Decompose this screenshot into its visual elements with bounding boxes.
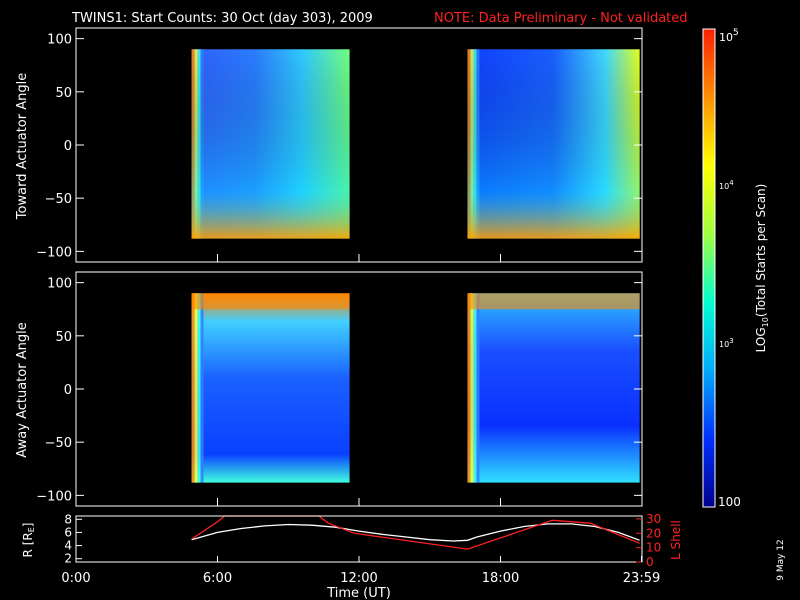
colorbar-label: LOG10(Total Starts per Scan) xyxy=(754,184,770,353)
away-block-1-top-band xyxy=(191,293,350,310)
r-axis-label: R [RE] xyxy=(21,523,36,558)
l-shell-series-line xyxy=(191,515,640,550)
toward-block-1-shade xyxy=(191,49,350,239)
l-shell-axis-label: L Shell xyxy=(669,520,683,560)
r-series-line xyxy=(191,523,640,542)
colorbar-strip xyxy=(702,28,716,508)
xtick-label: 18:00 xyxy=(482,571,519,586)
r-ytick-label: 6 xyxy=(64,525,72,539)
xtick-label: 0:00 xyxy=(61,571,90,586)
l-shell-ytick-label: 30 xyxy=(646,512,661,526)
away-block-2-edge-stripe xyxy=(470,293,474,483)
colorbar: 105 104 103 100 LOG10(Total Starts per S… xyxy=(702,28,770,509)
away-block-2-edge-stripe xyxy=(467,293,471,483)
l-shell-ytick-label: 20 xyxy=(646,526,661,540)
colorbar-tick-1e4: 104 xyxy=(719,179,734,191)
away-ytick-label: −100 xyxy=(36,489,72,504)
away-heatmap-block-2 xyxy=(467,293,640,483)
toward-ytick-label: −50 xyxy=(45,192,72,207)
toward-ytick-label: 50 xyxy=(55,86,72,101)
xtick-label: 6:00 xyxy=(203,571,232,586)
toward-y-axis-label: Toward Actuator Angle xyxy=(15,73,30,220)
l-shell-ytick-label: 0 xyxy=(646,555,654,569)
toward-ytick-label: −100 xyxy=(36,245,72,260)
xtick-label: 12:00 xyxy=(340,571,377,586)
away-block-1-edge-stripe xyxy=(194,293,198,483)
away-block-2-top-band xyxy=(467,293,640,310)
away-ytick-label: 100 xyxy=(47,277,72,292)
away-heatmap-block-1 xyxy=(191,293,350,483)
colorbar-tick-1e5: 105 xyxy=(719,28,739,44)
r-ytick-label: 8 xyxy=(64,512,72,526)
toward-block-2-shade xyxy=(467,49,640,239)
toward-ytick-label: 0 xyxy=(64,139,72,154)
r-ytick-label: 4 xyxy=(64,539,72,553)
chart-title: TWINS1: Start Counts: 30 Oct (day 303), … xyxy=(71,11,373,26)
away-ytick-label: 50 xyxy=(55,330,72,345)
toward-panel: 100 50 0 −50 −100 Toward Actuator Angle xyxy=(15,27,643,263)
r-ytick-label: 2 xyxy=(64,552,72,566)
orbit-panel-frame xyxy=(75,515,643,563)
l-shell-ytick-label: 10 xyxy=(646,541,661,555)
away-ytick-label: −50 xyxy=(45,436,72,451)
away-block-1-edge-stripe xyxy=(197,293,201,483)
away-block-1-edge-stripe xyxy=(200,293,204,483)
away-panel: 100 50 0 −50 −100 Away Actuator Angle xyxy=(15,271,643,507)
colorbar-tick-1e3: 103 xyxy=(719,337,734,349)
footer-date: 9 May 12 xyxy=(776,539,786,581)
away-ytick-label: 0 xyxy=(64,383,72,398)
xtick-label: 23:59 xyxy=(623,571,660,586)
toward-ytick-label: 100 xyxy=(47,33,72,48)
away-block-2-edge-stripe xyxy=(476,293,480,483)
chart-note: NOTE: Data Preliminary - Not validated xyxy=(434,11,688,26)
away-block-2-edge-stripe xyxy=(473,293,477,483)
away-y-axis-label: Away Actuator Angle xyxy=(15,322,30,457)
colorbar-tick-100: 100 xyxy=(718,495,741,509)
away-block-1-edge-stripe xyxy=(191,293,195,483)
x-axis-label: Time (UT) xyxy=(326,586,391,600)
